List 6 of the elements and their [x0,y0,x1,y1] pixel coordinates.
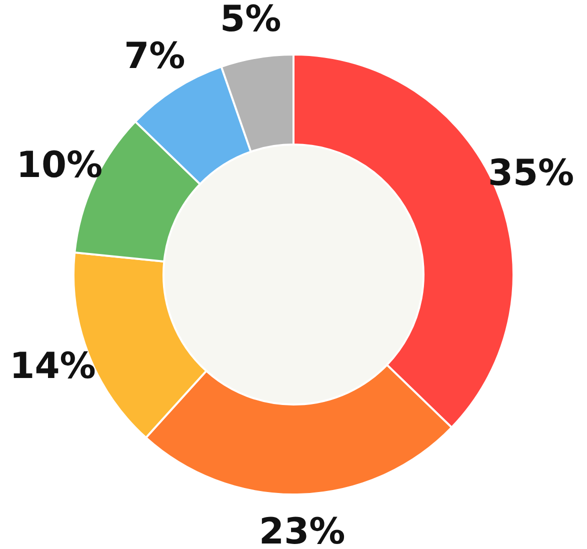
data-label: 5% [220,0,282,40]
data-label: 23% [259,511,346,549]
data-label: 7% [124,36,186,78]
data-label: 14% [10,346,96,388]
data-label: 10% [16,144,103,186]
data-label: 35% [488,152,574,194]
